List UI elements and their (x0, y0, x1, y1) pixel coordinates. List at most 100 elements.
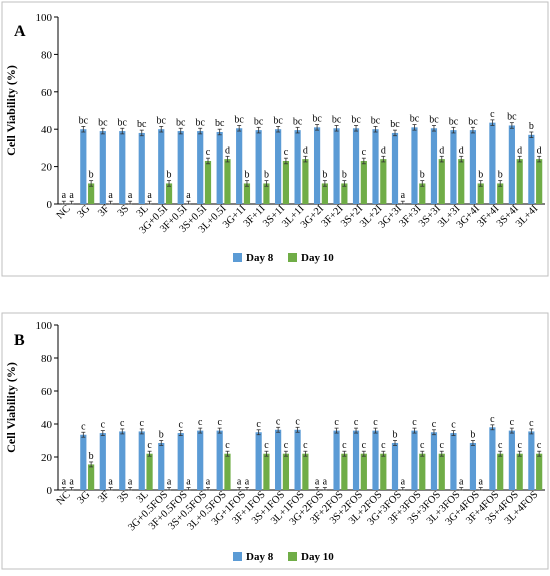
significance-letter: b (89, 451, 94, 462)
significance-letter: a (478, 477, 483, 488)
y-tick-label: 20 (41, 452, 53, 464)
significance-letter: c (451, 420, 456, 431)
bar-day8 (469, 442, 477, 490)
category-label: 3L+4I (514, 203, 541, 230)
bar-day8 (528, 431, 535, 490)
legend-label: Day 10 (301, 551, 334, 563)
significance-letter: b (244, 170, 249, 181)
bar-day8 (391, 132, 399, 204)
significance-letter: bc (195, 117, 205, 128)
significance-letter: c (178, 420, 183, 431)
bar-day10 (419, 183, 426, 204)
significance-letter: c (517, 440, 522, 451)
y-tick-label: 20 (41, 162, 53, 174)
significance-letter: a (108, 190, 113, 201)
bar-day8 (313, 127, 321, 204)
legend-swatch (288, 552, 297, 561)
bar-day10 (88, 183, 95, 204)
bar-day10 (516, 453, 523, 490)
significance-letter: c (529, 418, 534, 429)
bar-day8 (450, 130, 457, 204)
significance-letter: d (439, 145, 444, 156)
bar-day8 (411, 430, 418, 490)
y-tick-label: 100 (36, 12, 53, 24)
significance-letter: bc (79, 115, 89, 126)
significance-letter: a (186, 477, 191, 488)
bar-day8 (255, 130, 262, 204)
significance-letter: bc (429, 114, 439, 125)
bar-day10 (438, 453, 445, 490)
significance-letter: c (412, 417, 417, 428)
bar-day8 (430, 432, 438, 490)
significance-letter: b (470, 430, 475, 441)
significance-letter: d (381, 145, 386, 156)
significance-letter: c (490, 414, 495, 425)
bar-day10 (204, 160, 212, 204)
significance-letter: c (342, 440, 347, 451)
y-tick-label: 40 (41, 419, 53, 431)
bar-day8 (294, 130, 301, 204)
significance-letter: a (69, 477, 74, 488)
bar-day8 (372, 129, 379, 204)
bar-day10 (224, 453, 231, 490)
significance-letter: b (529, 121, 534, 132)
significance-letter: a (401, 477, 406, 488)
bar-day8 (197, 430, 204, 490)
significance-letter: bc (98, 117, 108, 128)
bar-day10 (146, 453, 153, 490)
bar-day8 (177, 131, 184, 204)
y-tick-label: 0 (47, 485, 53, 497)
significance-letter: c (264, 440, 269, 451)
bar-day8 (80, 129, 87, 204)
bar-day8 (158, 442, 165, 490)
significance-letter: bc (351, 114, 361, 125)
bar-day8 (352, 430, 360, 490)
bar-day10 (458, 159, 465, 204)
legend-swatch (288, 253, 297, 262)
y-tick-label: 60 (41, 386, 53, 398)
legend-swatch (233, 253, 242, 262)
significance-letter: bc (449, 116, 459, 127)
significance-letter: c (217, 417, 222, 428)
y-tick-label: 40 (41, 124, 53, 136)
significance-letter: bc (468, 116, 478, 127)
bar-day10 (536, 159, 543, 204)
bar-day8 (216, 132, 223, 204)
bar-day8 (99, 131, 106, 204)
bar-day10 (477, 183, 484, 204)
significance-letter: bc (507, 112, 517, 123)
bar-day8 (450, 433, 457, 490)
category-label: NC (55, 489, 73, 507)
significance-letter: bc (157, 115, 167, 126)
y-tick-label: 100 (36, 320, 53, 332)
significance-letter: d (537, 145, 542, 156)
significance-letter: a (206, 477, 211, 488)
bar-day8 (508, 125, 515, 204)
bar-day10 (419, 453, 426, 490)
significance-letter: bc (254, 116, 264, 127)
significance-letter: c (140, 418, 145, 429)
significance-letter: bc (312, 114, 322, 125)
panel-border (1, 312, 549, 570)
significance-letter: a (401, 190, 406, 201)
y-axis-label: Cell Viability (%) (4, 362, 18, 453)
bar-day10 (380, 159, 387, 204)
significance-letter: a (315, 477, 320, 488)
significance-letter: c (276, 416, 281, 427)
significance-letter: c (120, 418, 125, 429)
bar-day10 (302, 159, 309, 204)
bar-day10 (360, 453, 367, 490)
significance-letter: c (284, 440, 289, 451)
significance-letter: a (323, 477, 328, 488)
y-axis-label: Cell Viability (%) (4, 65, 18, 156)
bar-day8 (158, 129, 165, 204)
significance-letter: c (373, 417, 378, 428)
category-label: 3G+3I (377, 203, 405, 231)
bar-day8 (508, 430, 515, 490)
significance-letter: c (498, 440, 503, 451)
significance-letter: bc (293, 116, 303, 127)
bar-day8 (372, 430, 379, 490)
bar-day8 (489, 122, 496, 204)
bar-day8 (528, 134, 535, 204)
bar-day10 (165, 183, 173, 204)
